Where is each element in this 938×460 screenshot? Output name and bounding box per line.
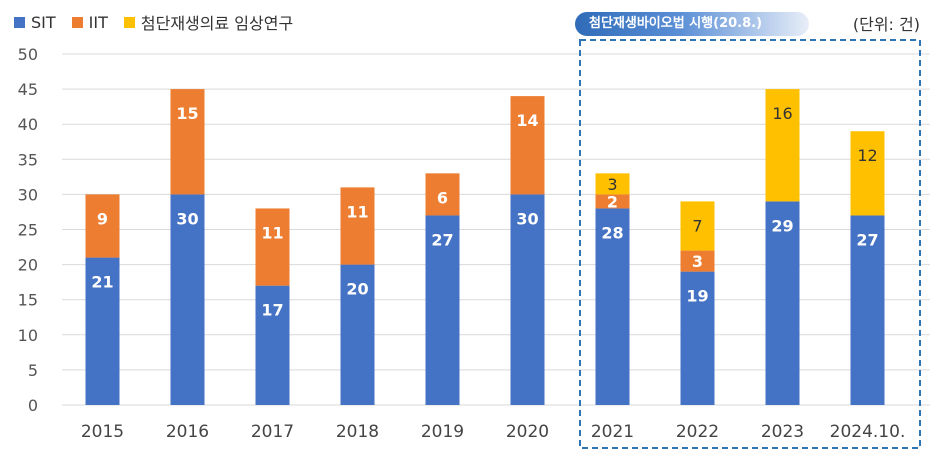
bar-segment bbox=[765, 89, 800, 202]
data-label: 14 bbox=[516, 111, 538, 130]
data-label: 16 bbox=[772, 104, 792, 123]
x-tick-label: 2022 bbox=[676, 422, 719, 442]
legend-swatch-iit bbox=[71, 16, 83, 28]
legend-label-iit: IIT bbox=[88, 12, 108, 32]
bar-segment bbox=[170, 194, 205, 405]
x-tick-label: 2015 bbox=[81, 422, 124, 442]
y-tick-label: 30 bbox=[18, 185, 38, 204]
x-tick-label: 2020 bbox=[506, 422, 549, 442]
y-tick-label: 20 bbox=[18, 256, 38, 275]
data-label: 9 bbox=[97, 209, 108, 228]
y-tick-label: 0 bbox=[28, 396, 38, 415]
data-label: 12 bbox=[857, 146, 877, 165]
bar-segment bbox=[255, 285, 290, 405]
y-tick-label: 50 bbox=[18, 45, 38, 64]
bar-segment bbox=[765, 201, 800, 405]
data-label: 11 bbox=[261, 223, 283, 242]
data-label: 7 bbox=[692, 216, 702, 235]
y-tick-label: 5 bbox=[28, 361, 38, 380]
bar-segment bbox=[680, 201, 715, 251]
data-label: 29 bbox=[771, 216, 793, 235]
data-label: 27 bbox=[431, 230, 453, 249]
data-label: 6 bbox=[437, 188, 448, 207]
highlight-box bbox=[579, 39, 921, 449]
y-tick-label: 25 bbox=[18, 221, 38, 240]
legend-item-regenerative: 첨단재생의료 임상연구 bbox=[123, 10, 294, 34]
data-label: 21 bbox=[91, 273, 113, 292]
data-label: 3 bbox=[692, 252, 703, 271]
data-label: 3 bbox=[607, 175, 617, 194]
data-label: 30 bbox=[516, 209, 538, 228]
legend-swatch-sit bbox=[14, 16, 25, 28]
bar-segment bbox=[425, 215, 460, 405]
data-label: 2 bbox=[607, 192, 618, 211]
chart-legend: SIT IIT 첨단재생의료 임상연구 bbox=[14, 10, 309, 34]
data-label: 17 bbox=[261, 301, 283, 320]
bar-segment bbox=[850, 131, 885, 216]
bar-segment bbox=[85, 257, 120, 405]
x-tick-label: 2024.10. bbox=[830, 422, 906, 442]
bar-segment bbox=[680, 250, 715, 272]
bar-segment bbox=[170, 89, 205, 195]
legend-label-sit: SIT bbox=[31, 12, 56, 32]
x-tick-label: 2019 bbox=[421, 422, 464, 442]
bar-segment bbox=[425, 173, 460, 216]
bar-segment bbox=[595, 173, 630, 195]
x-tick-label: 2021 bbox=[591, 422, 634, 442]
y-tick-label: 15 bbox=[18, 291, 38, 310]
data-label: 11 bbox=[346, 202, 368, 221]
y-tick-label: 10 bbox=[18, 326, 38, 345]
policy-badge: 첨단재생바이오법 시행(20.8.) bbox=[575, 12, 809, 36]
legend-swatch-regenerative bbox=[123, 16, 135, 28]
bar-segment bbox=[510, 194, 545, 405]
bar-segment bbox=[680, 271, 715, 405]
legend-item-sit: SIT bbox=[14, 13, 56, 32]
x-tick-label: 2017 bbox=[251, 422, 294, 442]
bar-segment bbox=[595, 194, 630, 209]
legend-item-iit: IIT bbox=[71, 12, 108, 32]
x-tick-label: 2018 bbox=[336, 422, 379, 442]
y-tick-label: 45 bbox=[18, 80, 38, 99]
data-label: 30 bbox=[176, 209, 198, 228]
data-label: 20 bbox=[346, 280, 368, 299]
unit-label: (단위: 건) bbox=[852, 15, 920, 34]
x-tick-label: 2016 bbox=[166, 422, 209, 442]
data-label: 19 bbox=[686, 287, 708, 306]
bar-segment bbox=[850, 215, 885, 405]
bar-segment bbox=[85, 194, 120, 258]
data-label: 15 bbox=[176, 104, 198, 123]
bar-segment bbox=[510, 96, 545, 195]
y-tick-label: 35 bbox=[18, 150, 38, 169]
bar-segment bbox=[340, 264, 375, 405]
bar-segment bbox=[340, 187, 375, 265]
data-label: 27 bbox=[856, 230, 878, 249]
bar-segment bbox=[255, 208, 290, 286]
legend-label-regenerative: 첨단재생의료 임상연구 bbox=[140, 14, 294, 33]
data-label: 28 bbox=[601, 223, 623, 242]
bar-segment bbox=[595, 208, 630, 405]
x-tick-label: 2023 bbox=[761, 422, 804, 442]
y-tick-label: 40 bbox=[18, 115, 38, 134]
